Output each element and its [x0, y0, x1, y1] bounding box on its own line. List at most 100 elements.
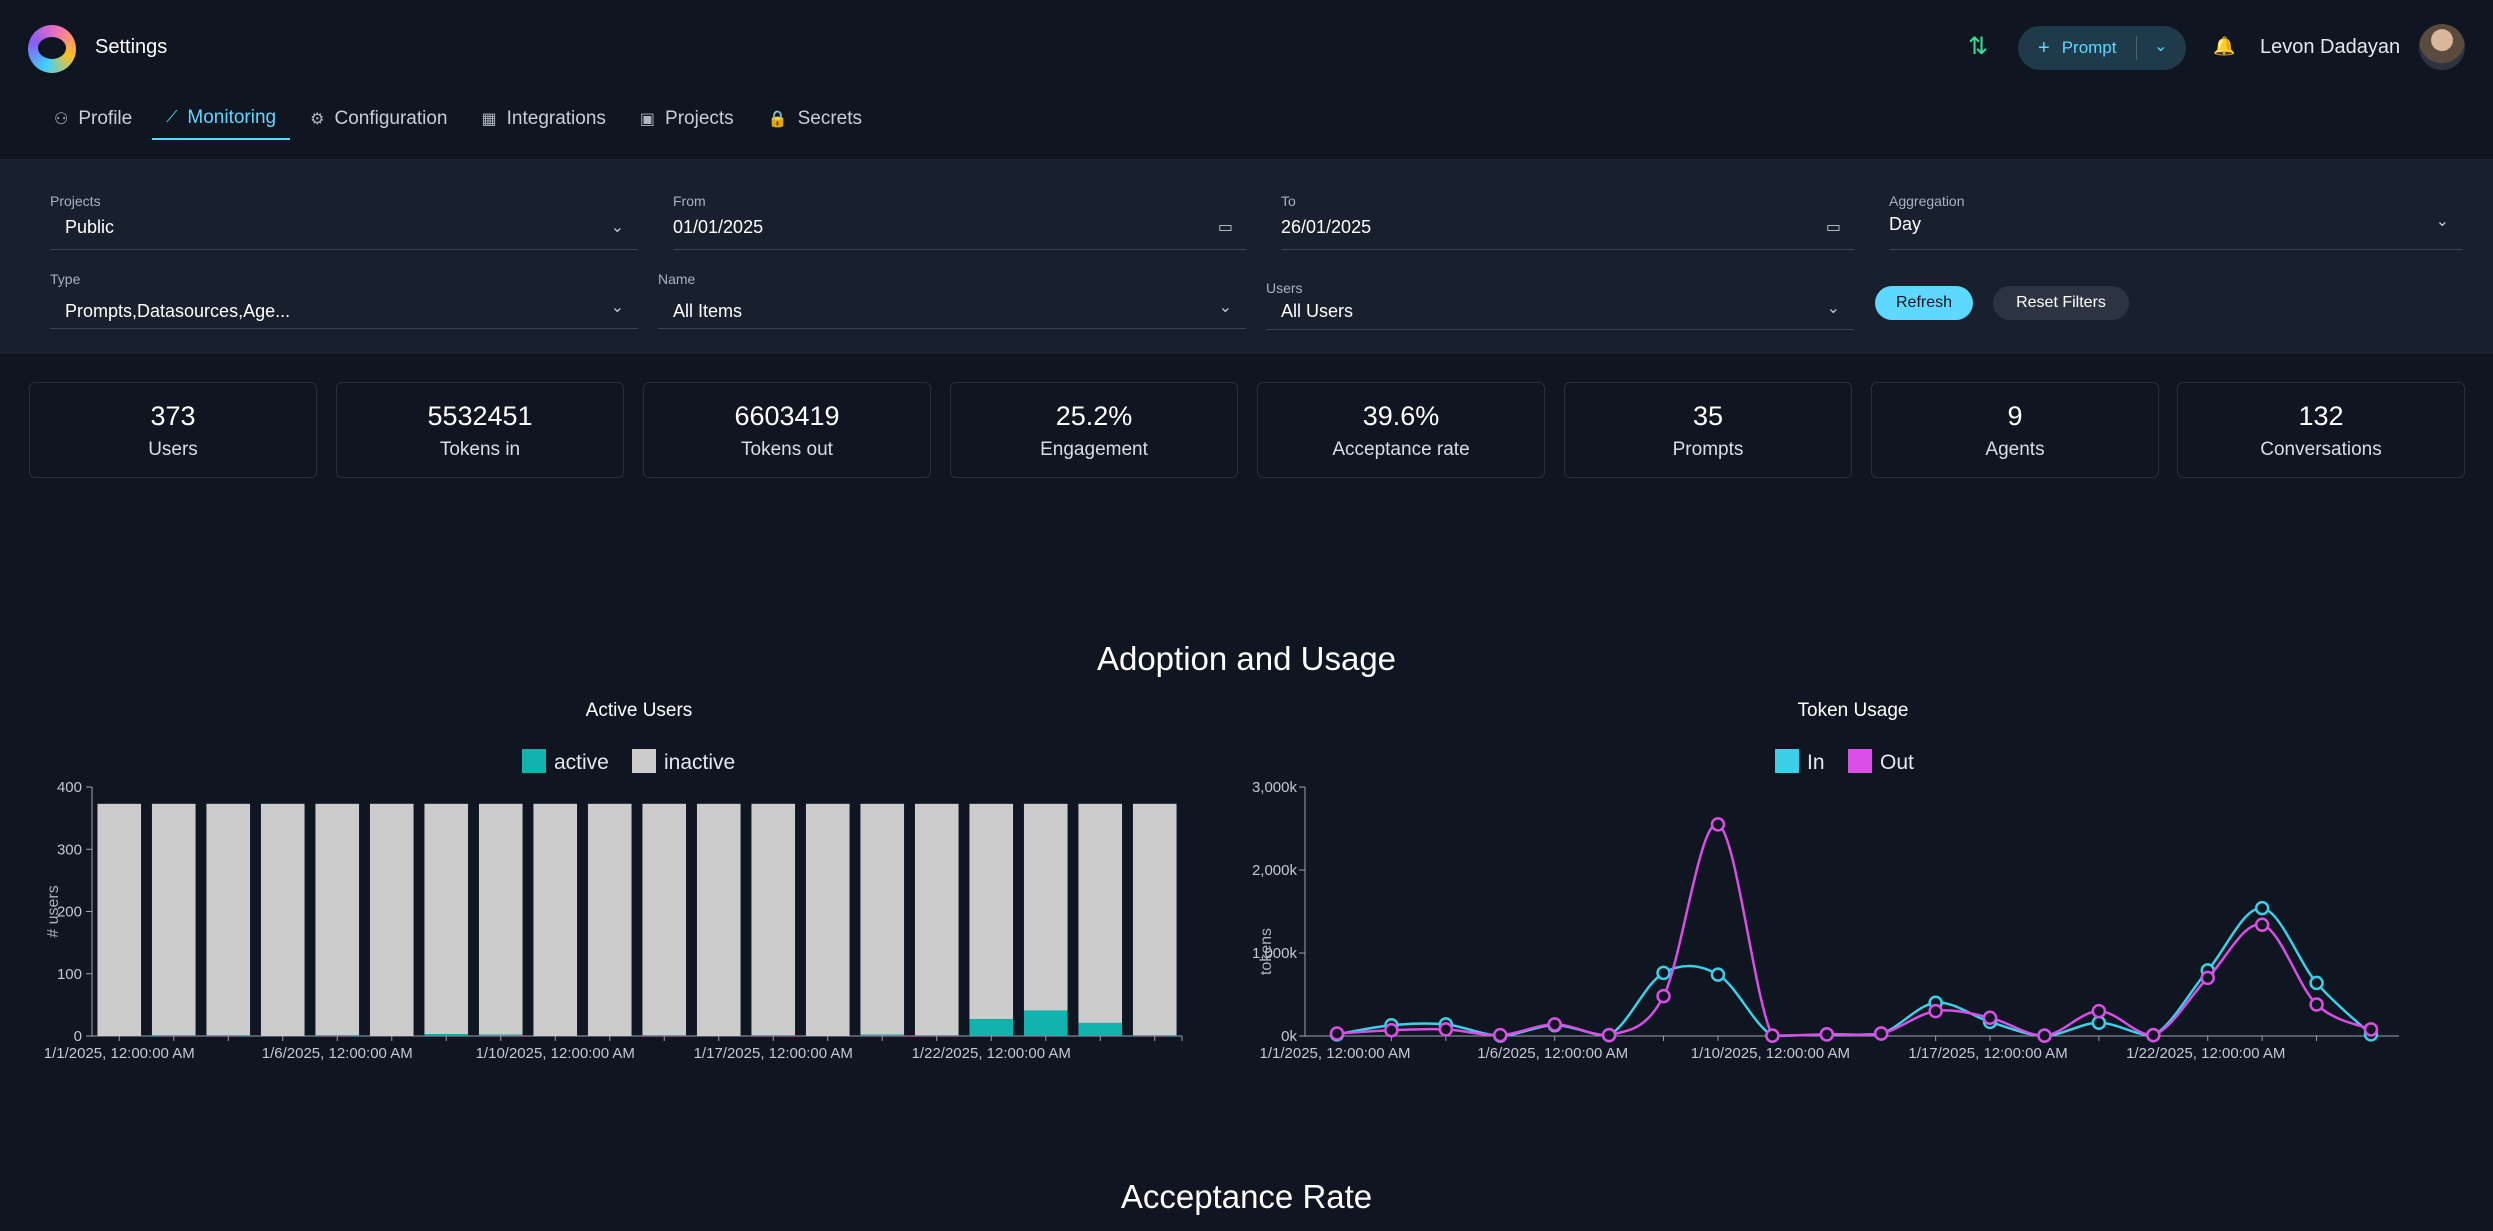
- y-tick-label: 0: [74, 1028, 82, 1045]
- tab-configuration[interactable]: ⚙ Configuration: [296, 98, 461, 140]
- data-point-out: [2091, 1003, 2107, 1019]
- x-tick-label: 1/22/2025, 12:00:00 AM: [912, 1045, 1071, 1062]
- from-date-field[interactable]: From 01/01/2025 ▭: [673, 193, 1247, 250]
- bar-inactive: [97, 803, 142, 1036]
- type-select[interactable]: Type Prompts,Datasources,Age... ⌄: [50, 271, 638, 329]
- tab-secrets[interactable]: 🔒 Secrets: [754, 98, 876, 140]
- bar-active: [642, 1035, 687, 1036]
- active-users-chart-title: Active Users: [585, 700, 693, 721]
- data-point-out: [1438, 1022, 1454, 1037]
- stat-value: 39.6%: [1362, 401, 1440, 431]
- field-value: All Items: [673, 301, 743, 321]
- data-point-out: [2200, 970, 2215, 986]
- data-point-out: [1765, 1028, 1780, 1043]
- briefcase-icon: ▣: [639, 111, 656, 128]
- users-select[interactable]: Users All Users ⌄: [1266, 280, 1854, 330]
- data-point-out: [1329, 1026, 1345, 1041]
- tab-projects[interactable]: ▣ Projects: [626, 98, 748, 140]
- data-point-out: [2254, 917, 2270, 933]
- bell-icon[interactable]: 🔔: [2213, 36, 2236, 56]
- stat-label: Tokens in: [439, 439, 521, 460]
- field-label: To: [1281, 193, 1296, 209]
- bar-inactive: [1132, 803, 1177, 1036]
- x-tick-label: 1/1/2025, 12:00:00 AM: [1260, 1045, 1411, 1062]
- data-point-out: [1710, 817, 1726, 832]
- stat-label: Conversations: [2260, 439, 2382, 460]
- lock-icon: 🔒: [767, 111, 788, 128]
- tab-label: Configuration: [334, 108, 448, 129]
- tab-label: Projects: [665, 108, 734, 129]
- field-label: Projects: [50, 193, 101, 209]
- section-title-adoption: Adoption and Usage: [1096, 640, 1397, 677]
- y-axis-label: # users: [45, 885, 62, 937]
- tab-integrations[interactable]: ▦ Integrations: [468, 98, 620, 140]
- legend-swatch-inactive: [632, 749, 656, 773]
- data-point-out: [2037, 1028, 2052, 1043]
- field-value: Public: [65, 217, 115, 237]
- x-tick-label: 1/10/2025, 12:00:00 AM: [476, 1045, 635, 1062]
- tab-label: Monitoring: [187, 107, 277, 128]
- to-date-field[interactable]: To 26/01/2025 ▭: [1281, 193, 1855, 250]
- tab-monitoring[interactable]: ⟋ Monitoring: [152, 98, 291, 140]
- stat-card-conversations: 132 Conversations: [2177, 382, 2465, 478]
- stat-card-acceptance-rate: 39.6% Acceptance rate: [1257, 382, 1545, 478]
- data-point-out: [1601, 1027, 1617, 1043]
- y-tick-label: 100: [57, 966, 82, 983]
- settings-tabs: ⚇ Profile ⟋ Monitoring ⚙ Configuration ▦…: [40, 98, 882, 142]
- field-value: Prompts,Datasources,Age...: [65, 301, 291, 321]
- field-label: From: [673, 193, 706, 209]
- aggregation-select[interactable]: Aggregation Day ⌄: [1889, 193, 2463, 250]
- stat-value: 373: [150, 401, 196, 431]
- create-prompt-button[interactable]: + Prompt ⌄: [2018, 26, 2186, 70]
- y-tick-label: 3,000k: [1252, 779, 1298, 796]
- bar-active: [1023, 1010, 1068, 1036]
- stat-value: 6603419: [734, 401, 840, 431]
- legend-label-active: active: [554, 751, 609, 774]
- tab-profile[interactable]: ⚇ Profile: [40, 98, 146, 140]
- stat-card-prompts: 35 Prompts: [1564, 382, 1852, 478]
- bar-active: [315, 1035, 360, 1036]
- y-tick-label: 200: [57, 904, 82, 921]
- stat-card-tokens-in: 5532451 Tokens in: [336, 382, 624, 478]
- data-point-out: [1547, 1017, 1562, 1032]
- data-point-out: [1928, 1003, 1943, 1019]
- grid-icon: ▦: [481, 111, 497, 128]
- calendar-icon[interactable]: ▭: [1825, 219, 1841, 236]
- stat-value: 9: [2007, 401, 2023, 431]
- app-logo-icon[interactable]: [28, 25, 76, 73]
- series-line-in: [1336, 906, 2372, 1037]
- stat-label: Prompts: [1672, 439, 1744, 460]
- legend-swatch-in: [1775, 749, 1799, 773]
- bar-inactive: [969, 803, 1014, 1020]
- avatar[interactable]: [2419, 24, 2465, 70]
- field-label: Users: [1266, 280, 1303, 296]
- legend-label-in: In: [1807, 751, 1825, 774]
- route-icon[interactable]: ⇅: [1967, 33, 1989, 60]
- bar-inactive: [260, 803, 305, 1036]
- calendar-icon[interactable]: ▭: [1217, 219, 1233, 236]
- data-point-out: [1493, 1027, 1508, 1043]
- tab-label: Profile: [78, 108, 133, 129]
- stat-value: 35: [1692, 401, 1724, 431]
- bar-active: [969, 1019, 1014, 1036]
- data-point-out: [2363, 1022, 2379, 1037]
- name-select[interactable]: Name All Items ⌄: [658, 271, 1246, 329]
- page-title: Settings: [95, 36, 168, 58]
- user-name[interactable]: Levon Dadayan: [2260, 36, 2401, 58]
- stat-card-agents: 9 Agents: [1871, 382, 2159, 478]
- refresh-button[interactable]: Refresh: [1875, 286, 1973, 320]
- data-point-out: [1384, 1022, 1399, 1038]
- field-label: Type: [50, 271, 81, 287]
- bar-inactive: [914, 803, 959, 1036]
- data-point-out: [2309, 997, 2324, 1012]
- bar-active: [1132, 1035, 1177, 1036]
- projects-select[interactable]: Projects Public ⌄: [50, 193, 638, 250]
- bar-active: [914, 1035, 959, 1036]
- chevron-down-icon[interactable]: ⌄: [2154, 38, 2168, 55]
- field-label: Name: [658, 271, 696, 287]
- stat-value: 5532451: [427, 401, 533, 431]
- reset-filters-button[interactable]: Reset Filters: [1993, 286, 2129, 320]
- stat-label: Engagement: [1040, 439, 1148, 460]
- x-tick-label: 1/17/2025, 12:00:00 AM: [694, 1045, 853, 1062]
- data-point-in: [2309, 975, 2324, 991]
